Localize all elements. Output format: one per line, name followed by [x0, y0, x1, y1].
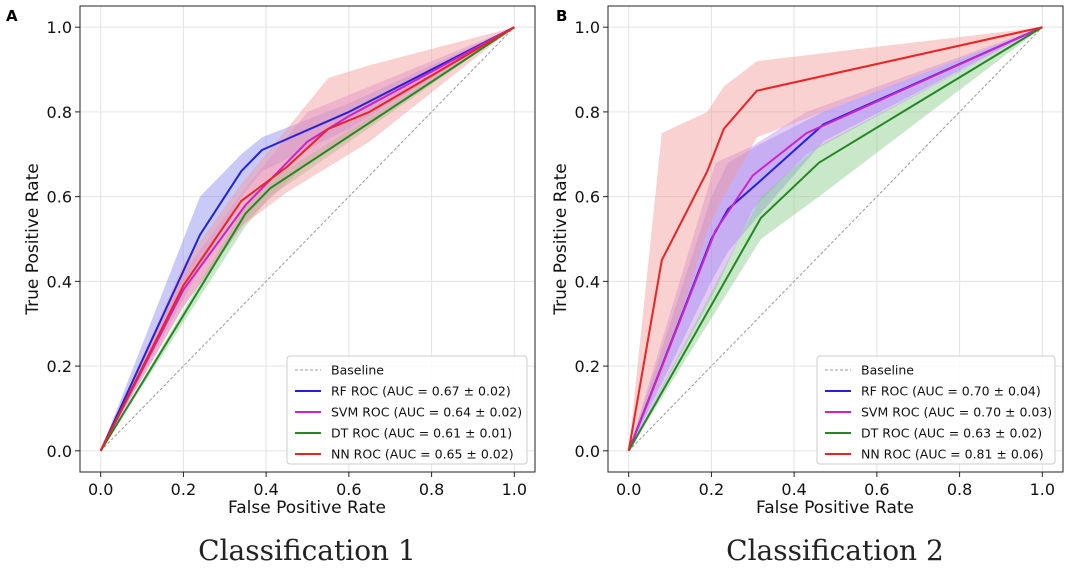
panel-caption: Classification 1 [198, 534, 416, 567]
legend-entry-label: NN ROC (AUC = 0.65 ± 0.02) [331, 447, 514, 462]
y-tick-label: 0.0 [47, 442, 72, 461]
confidence-band [100, 27, 515, 451]
x-tick-label: 1.0 [1030, 480, 1055, 499]
legend: Baseline RF ROC (AUC = 0.67 ± 0.02) SVM RO… [286, 355, 528, 465]
x-tick-label: 0.2 [699, 480, 724, 499]
y-tick-label: 0.0 [575, 442, 600, 461]
x-tick-label: 0.0 [88, 480, 113, 499]
x-tick-label: 0.0 [616, 480, 641, 499]
series-line [99, 26, 515, 452]
x-tick-label: 0.8 [419, 480, 444, 499]
y-axis-label: True Positive Rate [551, 163, 571, 315]
legend-entry-label: NN ROC (AUC = 0.81 ± 0.06) [861, 447, 1044, 462]
y-axis-label: True Positive Rate [23, 163, 43, 315]
legend-entry-label: RF ROC (AUC = 0.67 ± 0.02) [331, 384, 511, 399]
legend-box [816, 355, 1056, 465]
series-line [627, 26, 1043, 452]
y-tick-label: 1.0 [575, 18, 600, 37]
y-tick-label: 0.2 [47, 357, 72, 376]
panel-letter: B [556, 7, 567, 25]
baseline-line [100, 26, 515, 452]
x-tick-label: 0.6 [864, 480, 889, 499]
legend-entry-label: SVM ROC (AUC = 0.70 ± 0.03) [861, 405, 1052, 420]
y-tick-label: 0.4 [47, 272, 72, 291]
y-tick-label: 0.6 [575, 188, 600, 207]
legend-entry-label: SVM ROC (AUC = 0.64 ± 0.02) [331, 405, 522, 420]
series-line [99, 26, 515, 452]
x-tick-label: 1.0 [502, 480, 527, 499]
y-tick-label: 0.8 [47, 103, 72, 122]
x-axis-label: False Positive Rate [228, 498, 386, 518]
plot-frame [79, 5, 536, 473]
legend-entry-label: Baseline [861, 363, 914, 378]
series-line [99, 26, 515, 452]
x-tick-label: 0.8 [947, 480, 972, 499]
x-tick-label: 0.4 [781, 480, 806, 499]
plot-frame [607, 5, 1064, 473]
legend: Baseline RF ROC (AUC = 0.70 ± 0.04) SVM RO… [816, 355, 1056, 465]
confidence-band [100, 27, 515, 451]
series-line [99, 26, 515, 452]
panel-caption: Classification 2 [726, 534, 944, 567]
x-axis-label: False Positive Rate [756, 498, 914, 518]
legend-entry-label: DT ROC (AUC = 0.61 ± 0.01) [331, 426, 512, 441]
y-tick-label: 0.8 [575, 103, 600, 122]
panel-classification-2: B 0.0 0.2 0.4 0.6 0.8 1.0 0.0 0.2 0.4 0.6 0.8 1.0 F… [551, 5, 1064, 567]
panel-letter: A [6, 7, 18, 25]
y-tick-label: 1.0 [47, 18, 72, 37]
baseline-line [628, 26, 1043, 452]
legend-entry-label: Baseline [331, 363, 384, 378]
confidence-band [628, 27, 1043, 451]
series-line [627, 26, 1043, 451]
y-tick-label: 0.6 [47, 188, 72, 207]
legend-box [286, 355, 528, 465]
y-tick-label: 0.4 [575, 272, 600, 291]
x-tick-label: 0.6 [336, 480, 361, 499]
legend-entry-label: RF ROC (AUC = 0.70 ± 0.04) [861, 384, 1041, 399]
series-line [627, 26, 1043, 452]
panel-classification-1: A 0.0 0.2 0.4 0.6 0.8 1.0 0.0 0.2 0.4 0.6 0.8 1.0 F… [6, 5, 536, 567]
x-tick-label: 0.4 [253, 480, 278, 499]
legend-entry-label: DT ROC (AUC = 0.63 ± 0.02) [861, 426, 1042, 441]
y-tick-label: 0.2 [575, 357, 600, 376]
x-tick-label: 0.2 [171, 480, 196, 499]
